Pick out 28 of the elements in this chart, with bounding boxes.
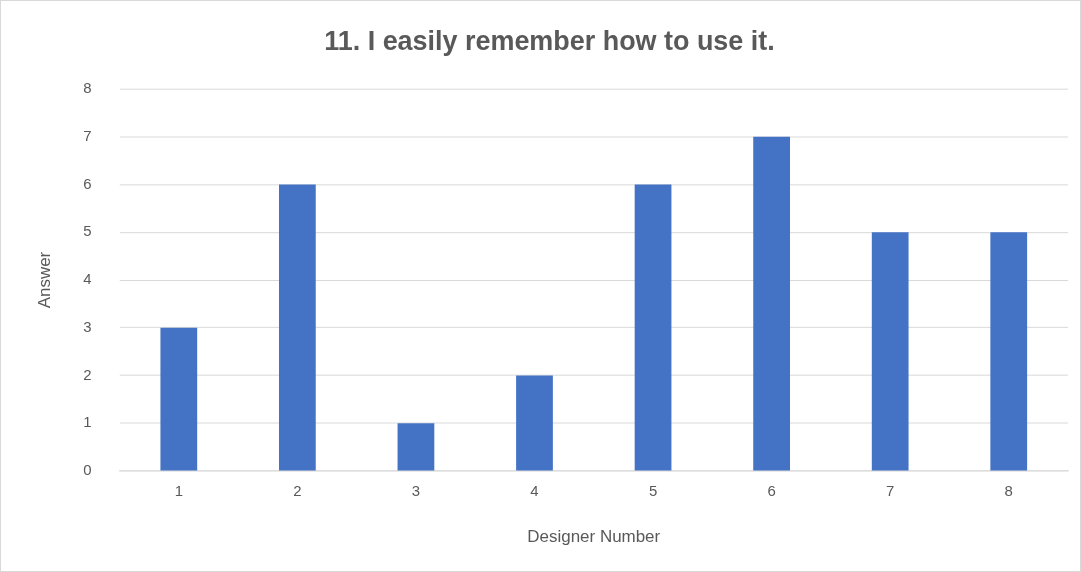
bar [990,232,1028,471]
y-tick-label: 8 [83,79,92,97]
y-tick-label: 2 [83,365,92,383]
x-tick-label: 4 [530,482,539,499]
x-tick-label: 6 [767,482,776,499]
bar [278,184,316,471]
bar [871,232,909,471]
y-axis-title: Answer [34,251,54,309]
x-tick-label: 8 [1004,482,1013,499]
x-tick-label: 5 [648,482,658,499]
y-tick-label: 4 [83,270,92,288]
y-tick-label: 6 [83,174,92,192]
y-tick-label: 7 [83,126,92,144]
y-tick-label: 0 [83,461,92,479]
x-axis-title: Designer Number [527,526,661,546]
y-tick-label: 3 [83,317,92,335]
x-tick-label: 1 [174,482,183,499]
y-tick-label: 1 [83,413,92,431]
bar [516,375,553,471]
y-tick-label: 5 [83,222,92,240]
bar [634,184,672,471]
bar [397,423,435,471]
x-tick-label: 2 [293,482,302,499]
bar [160,327,198,471]
x-tick-label: 3 [411,482,421,499]
chart-title: 11. I easily remember how to use it. [324,26,775,57]
x-tick-label: 7 [886,482,895,499]
bar [753,136,790,471]
